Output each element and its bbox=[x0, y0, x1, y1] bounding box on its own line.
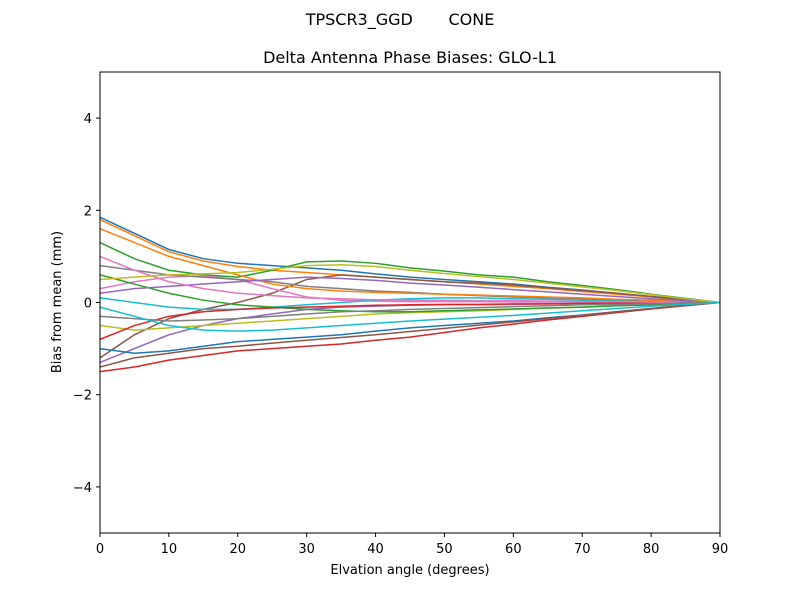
series-line bbox=[99, 228, 721, 304]
x-tick-label: 50 bbox=[436, 542, 453, 557]
series-line bbox=[99, 301, 721, 322]
series-line bbox=[99, 216, 721, 304]
suptitle: TPSCR3_GGD CONE bbox=[305, 10, 495, 30]
series-line bbox=[99, 255, 720, 304]
x-tick-label: 20 bbox=[230, 542, 247, 557]
x-tick-label: 60 bbox=[505, 542, 522, 557]
series-line bbox=[99, 301, 721, 368]
series-line bbox=[99, 301, 721, 332]
x-tick-label: 30 bbox=[298, 542, 315, 557]
x-tick-label: 10 bbox=[161, 542, 178, 557]
x-tick-label: 90 bbox=[712, 542, 729, 557]
series-line bbox=[99, 264, 721, 304]
series-line bbox=[99, 263, 721, 304]
series-line bbox=[99, 274, 721, 313]
chart-title: Delta Antenna Phase Biases: GLO-L1 bbox=[263, 48, 557, 67]
y-tick-label: 4 bbox=[84, 112, 92, 127]
x-tick-label: 0 bbox=[96, 542, 104, 557]
x-tick-label: 70 bbox=[574, 542, 591, 557]
y-axis-label: Bias from mean (mm) bbox=[50, 231, 65, 373]
series-line bbox=[99, 276, 721, 304]
y-tick-label: −4 bbox=[73, 481, 92, 496]
series-line bbox=[99, 301, 720, 341]
series-line bbox=[99, 301, 721, 373]
y-tick-label: 0 bbox=[84, 297, 92, 312]
x-axis-label: Elvation angle (degrees) bbox=[330, 563, 489, 578]
series-line bbox=[99, 301, 721, 331]
y-tick-label: 2 bbox=[84, 204, 92, 219]
series-line bbox=[99, 218, 721, 304]
series-line bbox=[99, 241, 721, 304]
x-tick-label: 80 bbox=[643, 542, 660, 557]
y-tick-label: −2 bbox=[73, 389, 92, 404]
x-tick-label: 40 bbox=[367, 542, 384, 557]
